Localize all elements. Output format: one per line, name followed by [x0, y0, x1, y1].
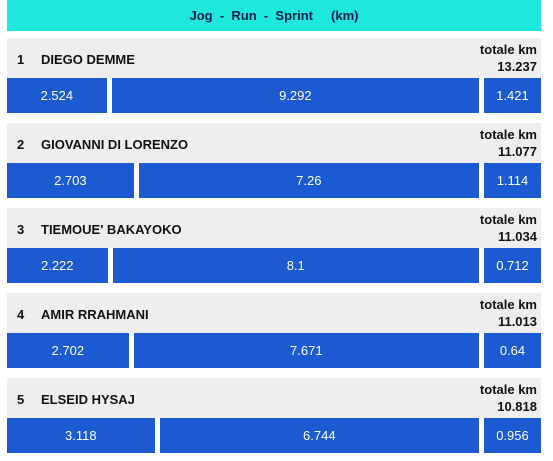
player-row: 4 AMIR RRAHMANI totale km 11.013 2.702 7.671 0…: [7, 293, 541, 368]
player-rank: 4: [17, 307, 25, 322]
chart-title: Jog - Run - Sprint (km): [7, 0, 541, 31]
run-segment: 9.292: [111, 78, 479, 113]
run-segment: 8.1: [112, 248, 479, 283]
run-segment: 7.26: [138, 163, 479, 198]
player-row: 2 GIOVANNI DI LORENZO totale km 11.077 2.703…: [7, 123, 541, 198]
player-rank: 3: [17, 222, 25, 237]
jog-segment: 3.118: [7, 418, 155, 453]
sprint-segment: 1.114: [484, 163, 541, 198]
sprint-segment: 0.64: [484, 333, 541, 368]
stacked-bar: 2.524 9.292 1.421: [7, 78, 541, 113]
total-km-value: 11.034: [497, 229, 537, 244]
total-km-value: 11.077: [497, 144, 537, 159]
player-header: 1 DIEGO DEMME totale km 13.237: [7, 38, 541, 78]
jog-segment: 2.702: [7, 333, 129, 368]
player-name: TIEMOUE' BAKAYOKO: [41, 222, 182, 237]
player-row: 5 ELSEID HYSAJ totale km 10.818 3.118 6.744 0.…: [7, 378, 541, 453]
player-header: 3 TIEMOUE' BAKAYOKO totale km 11.034: [7, 208, 541, 248]
jog-segment: 2.703: [7, 163, 134, 198]
player-name: GIOVANNI DI LORENZO: [41, 137, 189, 152]
player-header: 2 GIOVANNI DI LORENZO totale km 11.077: [7, 123, 541, 163]
total-km-value: 11.013: [497, 314, 537, 329]
stacked-bar: 2.702 7.671 0.64: [7, 333, 541, 368]
stacked-bar: 3.118 6.744 0.956: [7, 418, 541, 453]
sprint-segment: 1.421: [484, 78, 541, 113]
stacked-bar: 2.222 8.1 0.712: [7, 248, 541, 283]
player-name: DIEGO DEMME: [41, 52, 135, 67]
total-km-label: totale km: [479, 382, 537, 397]
jog-segment: 2.222: [7, 248, 108, 283]
player-header: 5 ELSEID HYSAJ totale km 10.818: [7, 378, 541, 418]
total-km-label: totale km: [479, 297, 537, 312]
player-name: AMIR RRAHMANI: [41, 307, 149, 322]
player-rank: 1: [17, 52, 25, 67]
player-name: ELSEID HYSAJ: [41, 392, 135, 407]
stacked-bar: 2.703 7.26 1.114: [7, 163, 541, 198]
player-header: 4 AMIR RRAHMANI totale km 11.013: [7, 293, 541, 333]
total-km-value: 10.818: [497, 399, 537, 414]
run-segment: 7.671: [133, 333, 479, 368]
total-km-label: totale km: [479, 42, 537, 57]
player-row: 1 DIEGO DEMME totale km 13.237 2.524 9.292 1.4…: [7, 38, 541, 113]
player-row: 3 TIEMOUE' BAKAYOKO totale km 11.034 2.222 8.…: [7, 208, 541, 283]
run-segment: 6.744: [159, 418, 479, 453]
total-km-value: 13.237: [497, 59, 537, 74]
total-km-label: totale km: [479, 127, 537, 142]
jog-segment: 2.524: [7, 78, 107, 113]
total-km-label: totale km: [479, 212, 537, 227]
sprint-segment: 0.712: [484, 248, 541, 283]
player-rank: 2: [17, 137, 25, 152]
sprint-segment: 0.956: [484, 418, 541, 453]
player-rank: 5: [17, 392, 25, 407]
